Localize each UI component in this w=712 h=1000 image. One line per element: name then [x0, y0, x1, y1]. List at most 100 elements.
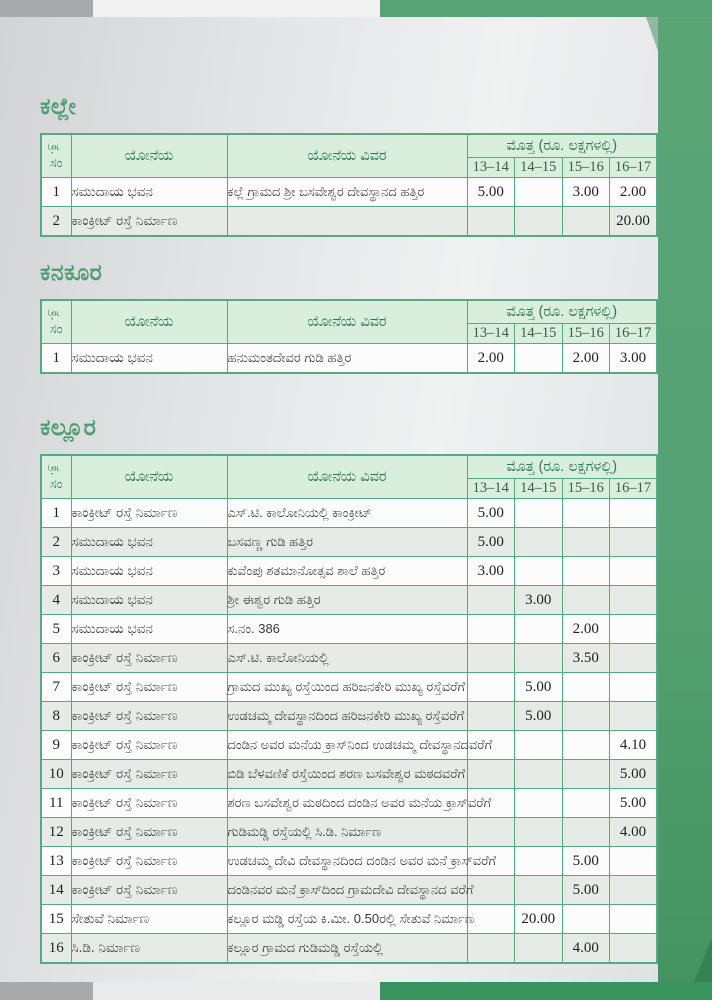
- col-header-year: 15–16: [561, 323, 610, 344]
- amount-cell: [561, 701, 610, 731]
- amount-cell: [466, 614, 515, 644]
- table-row: 5 ಸಮುದಾಯ ಭವನ ಸ.ನಂ. 386 2.00: [40, 614, 658, 644]
- amount-cell: [609, 875, 658, 905]
- serial-cell: 12: [40, 817, 72, 847]
- table-year-row: 13–14 14–15 15–16 16–17: [41, 478, 658, 499]
- details-cell: ಬಿಡಿ ಬೆಳವಣಿಕೆ ರಸ್ತೆಯಿಂದ ಶರಣ ಬಸವೇಶ್ವರ ಮಠದ…: [226, 759, 468, 789]
- scheme-cell: ಕಾಂಕ್ರೀಟ್ ರಸ್ತೆ ನಿರ್ಮಾಣ: [70, 498, 228, 528]
- amount-cell: [609, 585, 658, 615]
- amount-cell: [514, 643, 563, 673]
- amount-cell: [561, 788, 610, 818]
- amount-cell: [466, 643, 515, 673]
- serial-cell: 1: [40, 177, 72, 207]
- table-row: 1 ಸಮುದಾಯ ಭವನ ಹನುಮಂತದೇವರ ಗುಡಿ ಹತ್ತಿರ 2.00 2.0…: [40, 343, 658, 374]
- amount-cell: [609, 614, 658, 644]
- amount-cell: [514, 343, 563, 374]
- amount-cell: 20.00: [514, 904, 563, 934]
- bottom-green-strip: [380, 982, 712, 1000]
- amount-cell: [561, 556, 610, 586]
- amount-cell: [561, 206, 610, 237]
- amount-cell: [609, 846, 658, 876]
- amount-cell: 5.00: [466, 527, 515, 557]
- details-cell: ಕಲ್ಲೆ ಗ್ರಾಮದ ಶ್ರೀ ಬಸವೇಶ್ವರ ದೇವಸ್ಥಾನದ ಹತ್…: [226, 177, 468, 207]
- table-row: 2 ಸಮುದಾಯ ಭವನ ಬಸವಣ್ಣ ಗುಡಿ ಹತ್ತಿರ 5.00: [40, 527, 658, 557]
- amount-cell: [561, 759, 610, 789]
- amount-cell: [609, 904, 658, 934]
- col-header-amount: ಮೊತ್ತ (ರೂ. ಲಕ್ಷಗಳಲ್ಲಿ): [466, 133, 658, 158]
- serial-header-stack: ಕ್ರ. ಸಂ: [42, 464, 71, 490]
- amount-cell: 5.00: [561, 875, 610, 905]
- amount-cell: 5.00: [466, 498, 515, 528]
- amount-cell: [561, 527, 610, 557]
- table-year-row: 13–14 14–15 15–16 16–17: [41, 323, 658, 344]
- col-header-scheme: ಯೋನೆಯ: [70, 454, 228, 499]
- amount-cell: [561, 672, 610, 702]
- amount-cell: 5.00: [609, 759, 658, 789]
- col-header-serial: ಕ್ರ. ಸಂ: [40, 299, 72, 344]
- works-table: ಕ್ರ. ಸಂ ಯೋನೆಯ ಯೋನೆಯ ವಿವರ ಮೊತ್ತ (ರೂ. ಲಕ್ಷ…: [40, 133, 659, 237]
- serial-cell: 15: [40, 904, 72, 934]
- village-section: ಕಲ್ಲೂರ ಕ್ರ. ಸಂ ಯೋನೆಯ ಯೋನೆಯ ವಿವರ ಮೊತ್ತ (ರ…: [40, 412, 659, 964]
- col-header-year: 13–14: [466, 323, 515, 344]
- scheme-cell: ಸಮುದಾಯ ಭವನ: [70, 614, 228, 644]
- serial-header-line1: ಕ್ರ.: [48, 465, 64, 476]
- amount-cell: [466, 817, 515, 847]
- details-cell: ಕುವೆಂಪು ಶತಮಾನೋತ್ಸವ ಶಾಲೆ ಹತ್ತಿರ: [226, 556, 468, 586]
- col-header-year: 15–16: [561, 157, 610, 178]
- amount-cell: [514, 498, 563, 528]
- amount-cell: [609, 527, 658, 557]
- amount-cell: 4.00: [561, 933, 610, 964]
- table-year-row: 13–14 14–15 15–16 16–17: [41, 157, 658, 178]
- table-row: 7 ಕಾಂಕ್ರೀಟ್ ರಸ್ತೆ ನಿರ್ಮಾಣ ಗ್ರಾಮದ ಮುಖ್ಯ ರಸ್…: [40, 672, 658, 702]
- amount-cell: [514, 206, 563, 237]
- amount-cell: 3.00: [466, 556, 515, 586]
- table-row: 1 ಸಮುದಾಯ ಭವನ ಕಲ್ಲೆ ಗ್ರಾಮದ ಶ್ರೀ ಬಸವೇಶ್ವರ ದೇ…: [40, 177, 658, 207]
- amount-cell: [561, 817, 610, 847]
- scheme-cell: ಕಾಂಕ್ರೀಟ್ ರಸ್ತೆ ನಿರ್ಮಾಣ: [70, 759, 228, 789]
- amount-cell: 2.00: [466, 343, 515, 374]
- works-table: ಕ್ರ. ಸಂ ಯೋನೆಯ ಯೋನೆಯ ವಿವರ ಮೊತ್ತ (ರೂ. ಲಕ್ಷ…: [40, 454, 659, 964]
- table-row: 4 ಸಮುದಾಯ ಭವನ ಶ್ರೀ ಈಶ್ವರ ಗುಡಿ ಹತ್ತಿರ 3.00: [40, 585, 658, 615]
- scheme-cell: ಕಾಂಕ್ರೀಟ್ ರಸ್ತೆ ನಿರ್ಮಾಣ: [70, 701, 228, 731]
- amount-cell: [609, 933, 658, 964]
- table-row: 6 ಕಾಂಕ್ರೀಟ್ ರಸ್ತೆ ನಿರ್ಮಾಣ ಎಸ್.ಟಿ. ಕಾಲೋನಿಯಲ…: [40, 643, 658, 673]
- bottom-left-gray-block: [0, 982, 93, 1000]
- works-table: ಕ್ರ. ಸಂ ಯೋನೆಯ ಯೋನೆಯ ವಿವರ ಮೊತ್ತ (ರೂ. ಲಕ್ಷ…: [40, 299, 659, 374]
- amount-cell: [466, 759, 515, 789]
- details-cell: ಬಸವಣ್ಣ ಗುಡಿ ಹತ್ತಿರ: [226, 527, 468, 557]
- amount-cell: [514, 788, 563, 818]
- amount-cell: [466, 585, 515, 615]
- serial-cell: 10: [40, 759, 72, 789]
- amount-cell: [514, 730, 563, 760]
- serial-header-stack: ಕ್ರ. ಸಂ: [42, 143, 71, 169]
- top-left-gray-block: [0, 0, 93, 17]
- serial-header-line1: ಕ್ರ.: [48, 310, 64, 321]
- amount-cell: [514, 817, 563, 847]
- amount-cell: 4.00: [609, 817, 658, 847]
- amount-cell: [561, 585, 610, 615]
- table-row: 16 ಸಿ.ಡಿ. ನಿರ್ಮಾಣ ಕಲ್ಲೂರ ಗ್ರಾಮದ ಗುಡಿಮಡ್ಡಿ …: [40, 933, 658, 964]
- right-band-fold-bottom: [694, 938, 712, 982]
- amount-cell: [466, 788, 515, 818]
- bottom-light-strip: [93, 982, 380, 1000]
- top-light-strip: [93, 0, 380, 17]
- details-cell: ಗ್ರಾಮದ ಮುಖ್ಯ ರಸ್ತೆಯಿಂದ ಹರಿಜನಕೇರಿ ಮುಖ್ಯ ರ…: [226, 672, 468, 702]
- amount-cell: 3.50: [561, 643, 610, 673]
- amount-cell: [466, 672, 515, 702]
- top-green-strip: [380, 0, 712, 17]
- amount-cell: 2.00: [609, 177, 658, 207]
- serial-cell: 8: [40, 701, 72, 731]
- serial-cell: 5: [40, 614, 72, 644]
- details-cell: ಸ.ನಂ. 386: [226, 614, 468, 644]
- table-row: 13 ಕಾಂಕ್ರೀಟ್ ರಸ್ತೆ ನಿರ್ಮಾಣ ಉಡಚಮ್ಮ ದೇವಿ ದೇವ…: [40, 846, 658, 876]
- col-header-year: 13–14: [466, 478, 515, 499]
- document-body: ಕಲ್ಲೇ ಕ್ರ. ಸಂ ಯೋನೆಯ ಯೋನೆಯ ವಿವರ ಮೊತ್ತ (ರೂ…: [40, 0, 659, 964]
- details-cell: ಶ್ರೀ ಈಶ್ವರ ಗುಡಿ ಹತ್ತಿರ: [226, 585, 468, 615]
- serial-cell: 2: [40, 527, 72, 557]
- details-cell: ದಂಡಿನ ಅವರ ಮನೆಯ ಕ್ರಾಸ್‌ನಿಂದ ಉಡಚಮ್ಮ ದೇವಸ್ಥ…: [226, 730, 492, 760]
- scheme-cell: ಕಾಂಕ್ರೀಟ್ ರಸ್ತೆ ನಿರ್ಮಾಣ: [70, 788, 228, 818]
- amount-cell: [466, 875, 515, 905]
- amount-cell: [466, 933, 515, 964]
- col-header-year: 16–17: [609, 157, 658, 178]
- serial-header-line2: ಸಂ: [49, 476, 63, 491]
